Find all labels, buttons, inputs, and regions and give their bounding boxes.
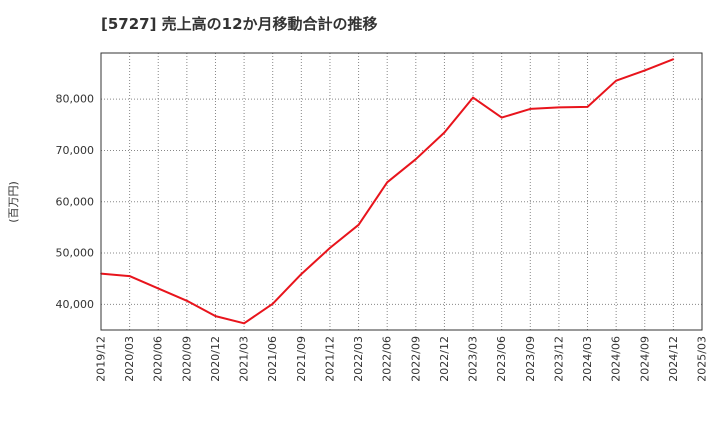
x-tick-label: 2023/03 xyxy=(467,336,480,382)
x-tick-label: 2021/03 xyxy=(238,336,251,382)
data-point xyxy=(472,96,474,99)
y-tick-label: 80,000 xyxy=(56,93,95,106)
data-point xyxy=(586,106,589,108)
x-tick-label: 2024/12 xyxy=(667,336,680,382)
data-point xyxy=(529,108,532,110)
data-point xyxy=(672,58,675,60)
y-tick-label: 40,000 xyxy=(56,298,95,311)
x-tick-label: 2022/09 xyxy=(409,336,422,382)
data-point xyxy=(386,181,388,184)
data-point xyxy=(558,106,560,109)
x-tick-label: 2024/03 xyxy=(581,336,594,382)
x-axis-ticks: 2019/12 2020/03 2020/06 2020/09 2020/12 2021/… xyxy=(95,336,709,382)
data-point xyxy=(615,79,617,82)
x-tick-label: 2022/12 xyxy=(438,336,451,382)
x-tick-label: 2024/09 xyxy=(638,336,651,382)
x-tick-label: 2020/12 xyxy=(209,336,222,382)
x-tick-label: 2024/06 xyxy=(610,336,623,382)
x-tick-label: 2025/03 xyxy=(696,336,709,382)
x-tick-label: 2022/03 xyxy=(352,336,365,382)
data-point xyxy=(357,224,360,226)
data-point xyxy=(128,275,131,277)
x-tick-label: 2019/12 xyxy=(95,336,108,382)
y-tick-label: 60,000 xyxy=(56,195,95,208)
data-point xyxy=(186,299,188,302)
x-tick-label: 2023/12 xyxy=(552,336,565,382)
x-tick-label: 2020/09 xyxy=(180,336,193,382)
data-point xyxy=(271,303,274,305)
data-point xyxy=(157,287,160,290)
chart-title: [5727] 売上高の12か月移動合計の推移 xyxy=(101,15,378,33)
x-tick-label: 2020/06 xyxy=(152,336,165,382)
grid-lines xyxy=(101,53,702,330)
y-tick-label: 70,000 xyxy=(56,144,95,157)
x-tick-label: 2022/06 xyxy=(381,336,394,382)
data-point xyxy=(643,69,646,72)
x-tick-label: 2020/03 xyxy=(123,336,136,382)
x-tick-label: 2021/12 xyxy=(323,336,336,382)
x-tick-label: 2021/09 xyxy=(295,336,308,382)
plot-area-frame xyxy=(100,52,703,331)
data-point xyxy=(443,131,446,134)
y-tick-label: 50,000 xyxy=(56,247,95,260)
x-tick-label: 2023/06 xyxy=(495,336,508,382)
y-axis-ticks: 40,000 50,000 60,000 70,000 80,000 xyxy=(56,93,95,311)
x-tick-label: 2023/09 xyxy=(524,336,537,382)
data-point xyxy=(500,116,503,119)
y-axis-label: (百万円) xyxy=(7,181,20,223)
data-point xyxy=(300,273,303,275)
data-point xyxy=(243,322,245,325)
data-point xyxy=(415,158,417,160)
x-tick-label: 2021/06 xyxy=(266,336,279,382)
data-point xyxy=(329,247,331,249)
data-point xyxy=(214,315,217,317)
